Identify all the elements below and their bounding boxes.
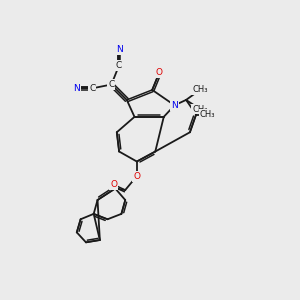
Text: N: N xyxy=(116,45,122,54)
Text: C: C xyxy=(116,61,122,70)
Text: N: N xyxy=(74,84,80,93)
Text: C: C xyxy=(108,80,115,89)
Text: O: O xyxy=(133,172,140,181)
Text: CH₃: CH₃ xyxy=(192,105,208,114)
Text: CH₃: CH₃ xyxy=(200,110,215,119)
Text: CH₃: CH₃ xyxy=(192,85,208,94)
Text: O: O xyxy=(110,180,117,189)
Text: C: C xyxy=(89,84,95,93)
Text: O: O xyxy=(156,68,163,77)
Text: N: N xyxy=(171,101,178,110)
